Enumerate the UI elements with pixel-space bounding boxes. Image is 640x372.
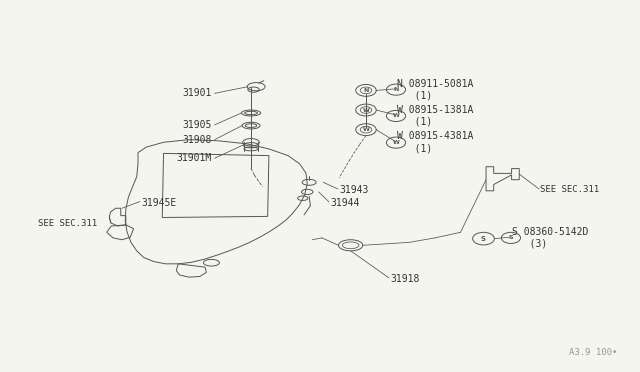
Text: 31901: 31901 xyxy=(182,88,211,98)
Text: 31905: 31905 xyxy=(182,120,211,130)
Text: 31945E: 31945E xyxy=(141,198,177,208)
Text: 31918: 31918 xyxy=(390,274,420,284)
Text: A3.9 100•: A3.9 100• xyxy=(568,348,617,357)
Text: S 08360-5142D
   (3): S 08360-5142D (3) xyxy=(511,227,588,249)
Text: 31944: 31944 xyxy=(330,198,360,208)
Text: SEE SEC.311: SEE SEC.311 xyxy=(38,219,97,228)
Text: W: W xyxy=(392,140,399,145)
Text: W: W xyxy=(362,108,369,112)
Text: W 08915-1381A
   (1): W 08915-1381A (1) xyxy=(397,105,473,126)
Text: S: S xyxy=(509,235,513,240)
Text: S: S xyxy=(481,235,486,242)
Text: W: W xyxy=(362,127,369,132)
Text: SEE SEC.311: SEE SEC.311 xyxy=(540,185,600,194)
Text: N: N xyxy=(364,88,369,93)
Text: W 08915-4381A
   (1): W 08915-4381A (1) xyxy=(397,131,473,153)
Text: 31943: 31943 xyxy=(339,185,369,195)
Text: W: W xyxy=(392,113,399,118)
Text: 31908: 31908 xyxy=(182,135,211,145)
Text: N: N xyxy=(394,87,399,92)
Text: N 08911-5081A
   (1): N 08911-5081A (1) xyxy=(397,79,473,100)
Text: 31901M: 31901M xyxy=(176,153,211,163)
